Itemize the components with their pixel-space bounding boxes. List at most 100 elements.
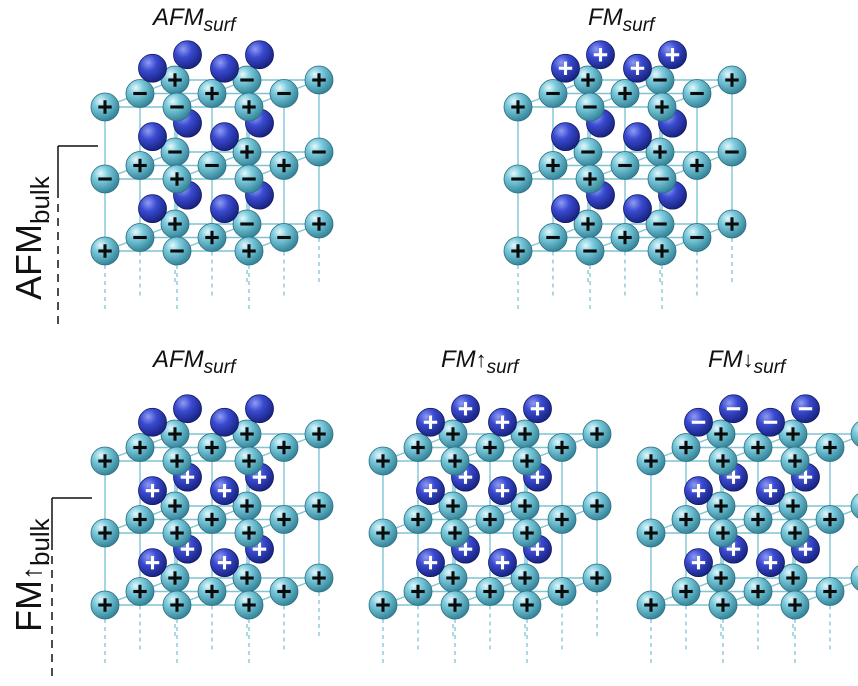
- lattice-lines: [517, 79, 733, 311]
- metal-atom: [538, 151, 568, 180]
- metal-atom: [512, 446, 542, 476]
- magnetic-atom: [138, 548, 167, 578]
- metal-atom: [503, 92, 533, 122]
- metal-atom: [125, 505, 155, 534]
- lattice-lines: [650, 433, 858, 665]
- metal-atom: [234, 164, 264, 194]
- row-label-main: AFM: [8, 224, 49, 300]
- metal-atom: [438, 563, 468, 593]
- metal-atom: [197, 433, 227, 462]
- surface-atom: [138, 407, 167, 437]
- lattice-lines: [382, 433, 598, 665]
- magnetic-atom: [488, 548, 517, 578]
- metal-atom: [503, 236, 533, 266]
- surface-atom: [210, 53, 239, 83]
- metal-atom: [512, 590, 542, 620]
- metal-atom: [573, 137, 603, 167]
- metal-atom: [234, 92, 264, 122]
- row-label-sub: bulk: [25, 518, 55, 567]
- metal-atom: [440, 518, 470, 548]
- metal-atom: [778, 563, 808, 593]
- surface-atom: [551, 53, 580, 83]
- atoms: [368, 394, 612, 620]
- metal-atom: [90, 164, 120, 194]
- metal-atom: [778, 419, 808, 449]
- lattice-panel: [90, 40, 334, 311]
- magnetic-atom: [210, 122, 239, 152]
- metal-atom: [780, 446, 810, 476]
- lattice-panel: [636, 394, 858, 665]
- metal-atom: [269, 79, 299, 108]
- metal-atom: [475, 577, 505, 606]
- metal-atom: [636, 590, 666, 620]
- metal-atom: [304, 137, 334, 167]
- atoms: [503, 40, 747, 266]
- metal-atom: [503, 164, 533, 194]
- metal-atom: [162, 164, 192, 194]
- surface-atom: [586, 40, 615, 70]
- metal-atom: [197, 505, 227, 534]
- surface-atom: [173, 40, 202, 70]
- metal-atom: [125, 223, 155, 252]
- lattice-lines: [104, 433, 320, 665]
- metal-atom: [475, 505, 505, 534]
- atoms: [90, 40, 334, 266]
- surface-atom: [658, 40, 687, 70]
- surface-atom: [451, 394, 480, 424]
- metal-atom: [90, 92, 120, 122]
- magnetic-atom: [138, 122, 167, 152]
- metal-atom: [647, 164, 677, 194]
- label-main: FM: [588, 4, 623, 31]
- metal-atom: [547, 433, 577, 462]
- metal-atom: [610, 223, 640, 252]
- magnetic-atom: [623, 194, 652, 224]
- surface-atom: [719, 394, 748, 424]
- metal-atom: [197, 577, 227, 606]
- atoms: [90, 394, 334, 620]
- row-label-main: FM: [8, 580, 49, 632]
- metal-atom: [368, 590, 398, 620]
- metal-atom: [197, 79, 227, 108]
- metal-atom: [682, 223, 712, 252]
- metal-atom: [582, 419, 612, 449]
- magnetic-atom: [756, 476, 785, 506]
- metal-atom: [269, 151, 299, 180]
- metal-atom: [90, 446, 120, 476]
- label-sub: surf: [753, 357, 786, 378]
- metal-atom: [743, 433, 773, 462]
- metal-atom: [743, 505, 773, 534]
- metal-atom: [645, 137, 675, 167]
- panel-label-afm-surf-bottom: AFMsurf: [153, 346, 235, 378]
- metal-atom: [234, 236, 264, 266]
- metal-atom: [232, 419, 262, 449]
- metal-atom: [815, 577, 845, 606]
- metal-atom: [234, 590, 264, 620]
- metal-atom: [232, 491, 262, 521]
- metal-atom: [647, 92, 677, 122]
- magnetic-atom: [210, 548, 239, 578]
- label-arrow: ↓: [742, 347, 754, 372]
- metal-atom: [582, 491, 612, 521]
- metal-atom: [538, 223, 568, 252]
- metal-atom: [162, 518, 192, 548]
- panel-label-fm-surf-top: FMsurf: [588, 4, 654, 36]
- metal-atom: [610, 151, 640, 180]
- metal-atom: [232, 65, 262, 95]
- surface-atom: [791, 394, 820, 424]
- surface-atom: [245, 394, 274, 424]
- label-main: AFM: [153, 346, 204, 373]
- surface-atom: [416, 407, 445, 437]
- metal-atom: [90, 236, 120, 266]
- metal-atom: [269, 223, 299, 252]
- metal-atom: [475, 433, 505, 462]
- metal-atom: [440, 446, 470, 476]
- surface-atom: [138, 53, 167, 83]
- metal-atom: [403, 577, 433, 606]
- metal-atom: [269, 505, 299, 534]
- metal-atom: [547, 505, 577, 534]
- metal-atom: [780, 590, 810, 620]
- metal-atom: [538, 79, 568, 108]
- panel-label-afm-surf-top: AFMsurf: [153, 4, 235, 36]
- metal-atom: [547, 577, 577, 606]
